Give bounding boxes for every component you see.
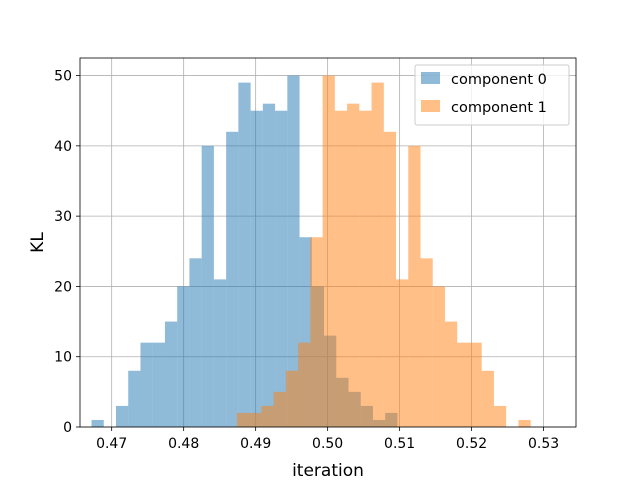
legend: component 0 component 1 bbox=[414, 64, 570, 126]
bar-series-1-bin-5 bbox=[298, 342, 311, 427]
bar-series-0-bin-16 bbox=[287, 75, 300, 428]
bar-series-1-bin-23 bbox=[518, 419, 531, 427]
bar-series-1-bin-4 bbox=[285, 370, 299, 427]
bar-series-0-bin-11 bbox=[226, 131, 239, 428]
x-tick-label-6: 0.53 bbox=[528, 436, 559, 452]
bar-series-0-bin-7 bbox=[177, 286, 190, 427]
bar-series-1-bin-11 bbox=[371, 82, 384, 427]
bar-series-0-bin-5 bbox=[152, 342, 165, 427]
axis-ticks: 0.47 0.48 0.49 0.50 0.51 0.52 0.53 0 10 20 30 40 50 bbox=[54, 69, 559, 452]
bar-series-0-bin-15 bbox=[275, 110, 288, 427]
bar-series-0-bin-10 bbox=[213, 279, 227, 427]
legend-swatch-component-0 bbox=[421, 72, 440, 84]
bar-series-1-bin-17 bbox=[444, 321, 458, 427]
legend-label-component-0: component 0 bbox=[451, 72, 547, 88]
bar-series-0-bin-13 bbox=[250, 110, 263, 427]
bar-series-1-bin-15 bbox=[420, 258, 433, 427]
y-tick-label-1: 10 bbox=[54, 350, 72, 366]
bar-series-0-bin-0 bbox=[91, 419, 104, 427]
legend-box bbox=[414, 64, 570, 126]
bar-series-1-bin-19 bbox=[469, 342, 482, 427]
bar-series-0-bin-3 bbox=[128, 370, 141, 427]
y-axis-label: KL bbox=[28, 232, 48, 253]
bar-series-1-bin-18 bbox=[457, 342, 470, 427]
y-tick-label-0: 0 bbox=[63, 420, 72, 436]
bar-series-1-bin-21 bbox=[493, 405, 507, 427]
x-tick-label-4: 0.51 bbox=[384, 436, 415, 452]
bar-series-1-bin-8 bbox=[334, 110, 348, 427]
y-tick-label-3: 30 bbox=[54, 209, 72, 225]
bar-series-0-bin-2 bbox=[115, 405, 129, 427]
bar-series-1-bin-20 bbox=[481, 370, 494, 427]
bar-series-1-bin-7 bbox=[322, 75, 335, 428]
bar-series-1-bin-9 bbox=[347, 103, 360, 427]
bar-series-1-bin-6 bbox=[310, 237, 323, 427]
bar-series-1-bin-2 bbox=[261, 405, 274, 427]
bar-series-1-bin-13 bbox=[396, 279, 409, 427]
legend-swatch-component-1 bbox=[421, 100, 440, 112]
x-tick-label-3: 0.50 bbox=[312, 436, 343, 452]
x-tick-label-1: 0.48 bbox=[168, 436, 199, 452]
x-tick-label-2: 0.49 bbox=[240, 436, 271, 452]
x-axis-label: iteration bbox=[292, 461, 364, 480]
y-tick-label-2: 20 bbox=[54, 279, 72, 295]
bar-series-1-bin-3 bbox=[273, 391, 286, 427]
bar-series-1-bin-0 bbox=[236, 412, 250, 427]
y-tick-label-5: 50 bbox=[54, 69, 72, 85]
bar-series-0-bin-14 bbox=[262, 103, 276, 427]
x-tick-label-5: 0.52 bbox=[456, 436, 487, 452]
bar-series-0-bin-6 bbox=[164, 321, 178, 427]
bar-series-1-bin-10 bbox=[359, 110, 372, 427]
bars bbox=[91, 75, 531, 428]
bar-series-1-bin-12 bbox=[383, 131, 397, 428]
bar-series-0-bin-12 bbox=[238, 82, 251, 427]
bar-series-0-bin-9 bbox=[201, 145, 214, 427]
bar-series-0-bin-8 bbox=[189, 258, 202, 427]
legend-label-component-1: component 1 bbox=[451, 100, 547, 116]
bar-series-1-bin-1 bbox=[249, 412, 262, 427]
y-tick-label-4: 40 bbox=[54, 139, 72, 155]
bar-series-1-bin-14 bbox=[408, 145, 421, 427]
x-tick-label-0: 0.47 bbox=[96, 436, 127, 452]
bar-series-1-bin-16 bbox=[432, 286, 445, 427]
bar-series-0-bin-4 bbox=[140, 342, 153, 427]
